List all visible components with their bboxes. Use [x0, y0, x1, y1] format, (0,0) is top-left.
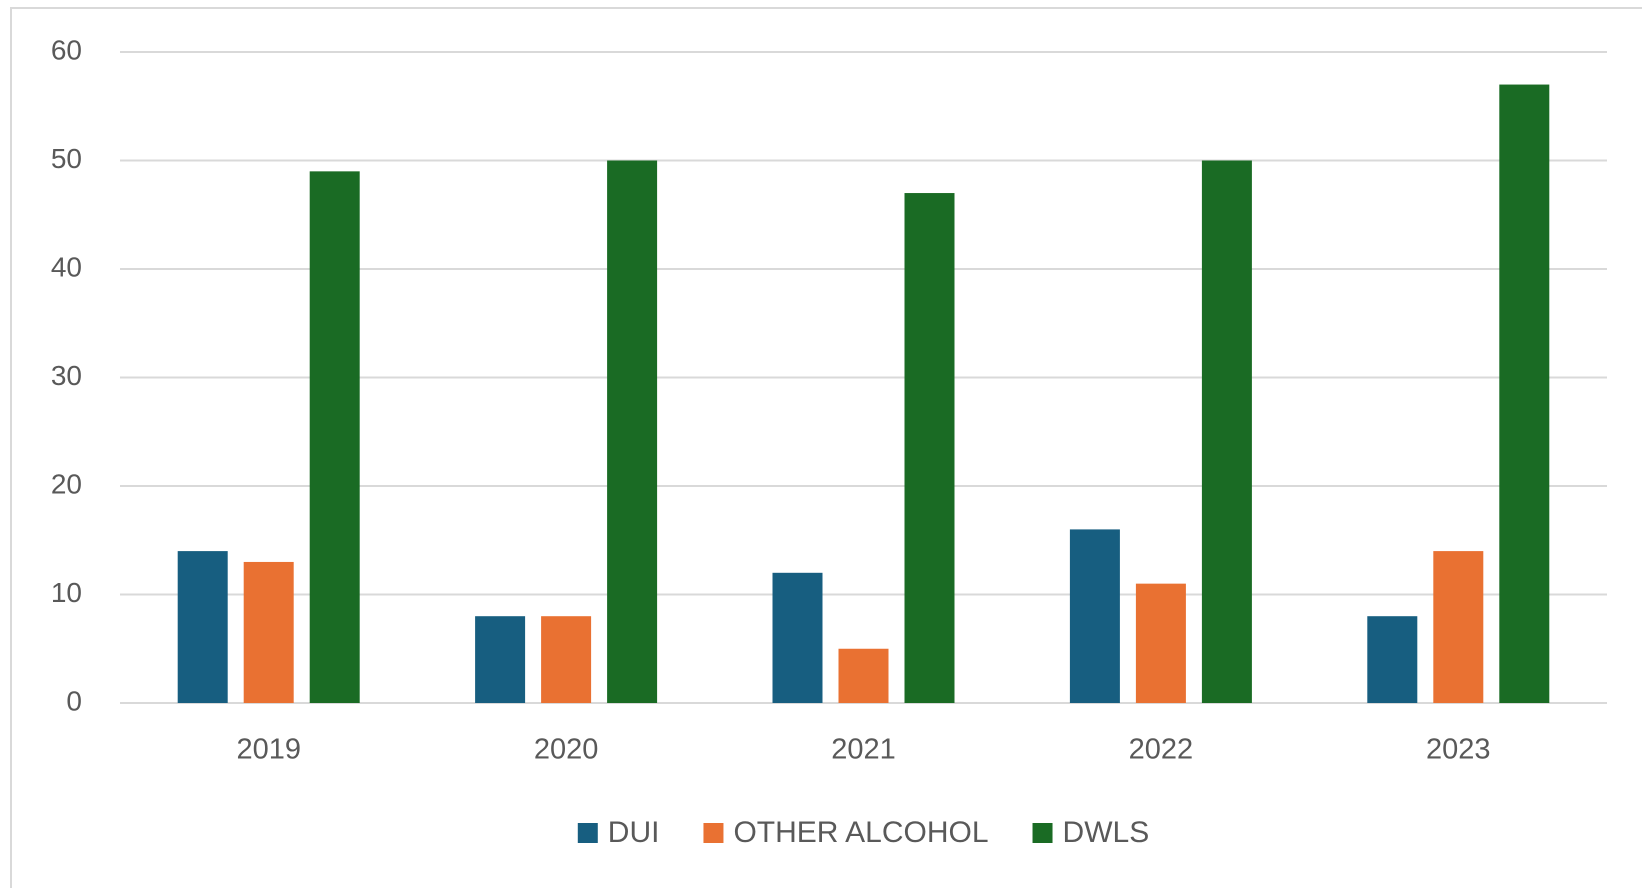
x-tick-label: 2022	[1129, 734, 1194, 766]
x-tick-label: 2020	[534, 734, 599, 766]
y-tick-label: 50	[51, 143, 82, 174]
y-tick-label: 60	[51, 34, 82, 65]
legend-label: DWLS	[1063, 816, 1150, 849]
legend-label: OTHER ALCOHOL	[733, 816, 988, 849]
chart-frame	[10, 7, 1642, 888]
x-tick-label: 2021	[831, 734, 896, 766]
bar	[1201, 160, 1252, 703]
bar	[309, 171, 360, 704]
bar	[772, 572, 823, 703]
bar	[1367, 616, 1418, 703]
bar	[541, 616, 592, 703]
bar	[904, 193, 955, 704]
y-tick-label: 10	[51, 577, 82, 608]
bar	[177, 551, 228, 703]
y-tick-label: 20	[51, 468, 82, 499]
bar	[838, 648, 889, 703]
bar	[1433, 551, 1484, 703]
bar	[475, 616, 526, 703]
y-tick-label: 30	[51, 360, 82, 391]
bar	[243, 561, 294, 703]
x-tick-label: 2023	[1426, 734, 1491, 766]
legend-swatch	[1032, 823, 1053, 843]
legend-swatch	[577, 823, 598, 843]
bar	[1499, 84, 1550, 704]
x-tick-label: 2019	[236, 734, 301, 766]
legend-swatch	[703, 823, 724, 843]
bar	[1135, 583, 1186, 703]
legend: DUI OTHER ALCOHOL DWLS	[577, 816, 1150, 849]
legend-label: DUI	[608, 816, 660, 849]
bar	[1069, 529, 1120, 703]
y-tick-label: 40	[51, 251, 82, 282]
y-tick-label: 0	[66, 685, 82, 716]
bar	[607, 160, 658, 703]
